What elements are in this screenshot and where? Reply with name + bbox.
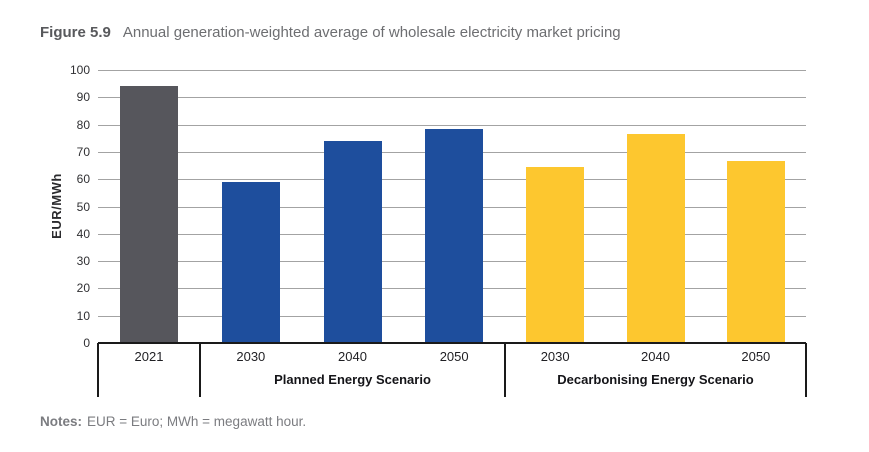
gridline xyxy=(98,97,806,99)
bar-decarbonising-2050 xyxy=(726,161,785,343)
figure-number: Figure 5.9 xyxy=(40,24,111,41)
x-category-label: 2040 xyxy=(641,349,670,364)
bar-decarbonising-2040 xyxy=(626,134,685,343)
notes-text: EUR = Euro; MWh = megawatt hour. xyxy=(87,414,307,429)
bar-2021 xyxy=(120,86,178,343)
y-tick-label: 80 xyxy=(76,117,90,132)
bar-chart: EUR/MWh 0 10 20 30 40 50 60 70 80 90 100 2021 2030 20… xyxy=(49,63,807,397)
axis-divider xyxy=(504,343,506,397)
x-category-label: 2030 xyxy=(236,349,266,364)
x-category-label: 2021 xyxy=(134,349,164,364)
bar-planned-2040 xyxy=(323,140,382,343)
axis-divider xyxy=(805,343,807,397)
y-tick-label: 30 xyxy=(76,254,90,269)
figure-title: Annual generation-weighted average of wh… xyxy=(122,24,621,41)
y-tick-label: 60 xyxy=(76,172,90,187)
axis-divider xyxy=(199,343,201,397)
x-category-label: 2050 xyxy=(741,349,771,364)
x-axis-line xyxy=(98,342,806,344)
x-category-label: 2040 xyxy=(338,349,367,364)
x-category-label: 2050 xyxy=(439,349,469,364)
y-tick-label: 20 xyxy=(76,281,90,296)
bar-decarbonising-2030 xyxy=(526,166,585,343)
y-tick-label: 0 xyxy=(83,336,90,350)
y-tick-label: 50 xyxy=(76,199,90,214)
bar-planned-2050 xyxy=(425,128,484,343)
notes-label: Notes: xyxy=(40,414,83,429)
figure-notes: Notes: EUR = Euro; MWh = megawatt hour. xyxy=(40,414,306,429)
y-tick-label: 10 xyxy=(76,308,90,323)
x-group-label: Planned Energy Scenario xyxy=(274,372,431,387)
bar-planned-2030 xyxy=(221,181,280,343)
x-category-label: 2030 xyxy=(540,349,570,364)
y-tick-label: 70 xyxy=(76,144,90,159)
gridline xyxy=(98,70,806,71)
y-tick-label: 40 xyxy=(76,226,90,241)
axis-divider xyxy=(97,343,99,397)
figure-header: Figure 5.9 Annual generation-weighted ave… xyxy=(40,24,621,41)
gridline xyxy=(98,124,806,126)
y-tick-label: 100 xyxy=(69,63,90,77)
y-tick-label: 90 xyxy=(76,90,90,105)
x-group-label: Decarbonising Energy Scenario xyxy=(557,372,754,387)
